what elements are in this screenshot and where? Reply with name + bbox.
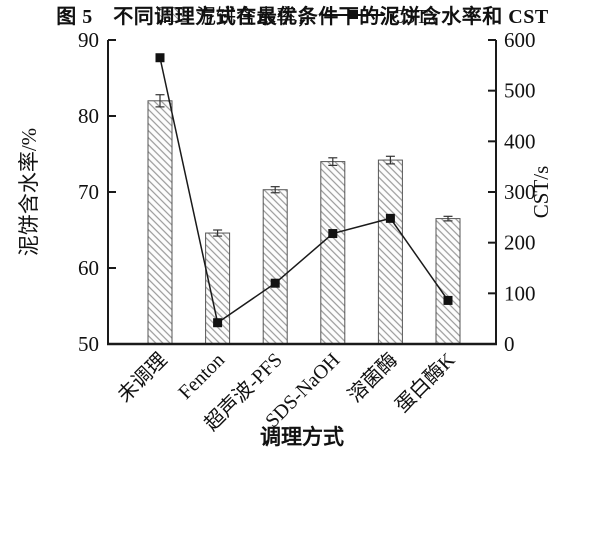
bars-series (147, 94, 461, 345)
cst-marker (213, 318, 223, 328)
line-segment-icon (323, 13, 350, 16)
legend-bar-label: 泥饼含水率； (196, 6, 317, 28)
y-tick-label: 100 (504, 281, 536, 305)
error-bar (443, 215, 453, 222)
bar (377, 159, 403, 345)
y-tick-label: 0 (504, 332, 515, 356)
x-axis-title: 调理方式 (260, 425, 344, 449)
error-bar (155, 94, 165, 108)
x-tick-label: 蛋白酶K (391, 348, 460, 417)
x-tick-label: Fenton (174, 349, 229, 404)
y-tick-label: 600 (504, 28, 536, 52)
cst-marker (385, 213, 395, 223)
error-bar (213, 229, 223, 237)
y-tick-label: 80 (78, 104, 99, 128)
error-bar (385, 155, 395, 165)
cst-marker (155, 53, 165, 63)
figure-caption: 图 5 不同调理方式在最优条件下的泥饼含水率和 CST (56, 6, 549, 28)
y-tick-label: 90 (78, 28, 99, 52)
y-tick-label: 200 (504, 231, 536, 255)
bar (435, 218, 461, 345)
cst-marker (443, 295, 453, 305)
legend-line-swatch (323, 10, 385, 19)
error-bar (270, 186, 280, 194)
y-tick-label: 300 (504, 180, 536, 204)
bar (320, 161, 346, 345)
x-tick-label: 未调理 (113, 348, 172, 407)
square-marker-icon (349, 10, 359, 19)
legend: 泥饼含水率； CST。 (0, 0, 605, 29)
y-tick-label: 500 (504, 79, 536, 103)
bar (205, 232, 231, 345)
y-tick-label: 70 (78, 180, 99, 204)
x-tick-label: 溶菌酶 (343, 348, 402, 407)
chart-canvas: 50 60 70 80 90 0 100 200 300 400 500 600 泥饼含水率/% CST/… (17, 28, 553, 449)
y-tick-label: 400 (504, 129, 536, 153)
y-tick-label: 50 (78, 332, 99, 356)
cst-marker (270, 278, 280, 288)
error-bar (328, 157, 338, 166)
cst-line (159, 57, 449, 324)
y-axis-left-title: 泥饼含水率/% (17, 128, 41, 256)
y-axis-right-labels: 0 100 200 300 400 500 600 (504, 28, 536, 356)
cst-marker (328, 229, 338, 239)
y-axis-left-labels: 50 60 70 80 90 (78, 28, 99, 356)
legend-bar-swatch (157, 7, 190, 22)
y-axis-right-title: CST/s (529, 166, 553, 219)
y-tick-label: 60 (78, 256, 99, 280)
line-segment-icon (358, 13, 385, 16)
bar (262, 189, 288, 345)
axes (107, 39, 497, 346)
bar (147, 100, 173, 345)
legend-line-label: CST。 (391, 6, 448, 28)
